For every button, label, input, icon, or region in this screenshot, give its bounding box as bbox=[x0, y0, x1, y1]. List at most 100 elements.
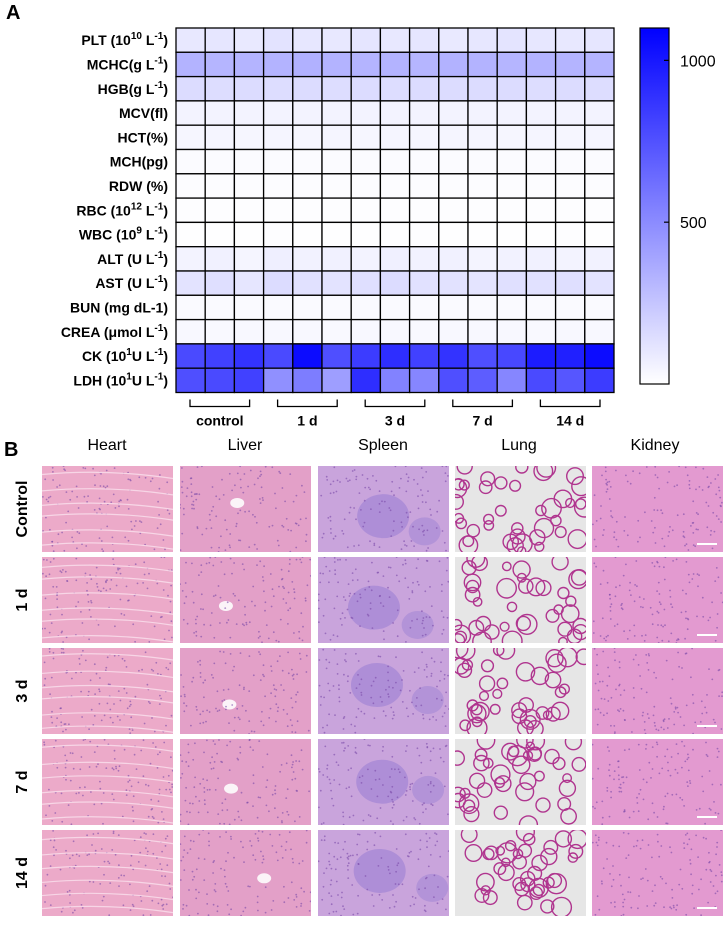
heatmap-cell bbox=[438, 246, 469, 272]
heatmap-cell bbox=[350, 318, 382, 345]
heatmap-cell bbox=[175, 27, 206, 53]
colorbar bbox=[639, 27, 670, 385]
heatmap-cell bbox=[525, 367, 557, 394]
heatmap-cell bbox=[292, 148, 323, 175]
heatmap-cell bbox=[554, 51, 586, 78]
heatmap-cell bbox=[408, 75, 440, 102]
heatmap-cell bbox=[496, 270, 528, 296]
heatmap-cell bbox=[379, 221, 411, 248]
heatmap-cell bbox=[525, 100, 557, 126]
heatmap-cell bbox=[408, 270, 440, 296]
heatmap-cell bbox=[204, 343, 236, 369]
heatmap-cell bbox=[496, 51, 528, 78]
heatmap-cell bbox=[292, 100, 323, 126]
histology-image-kidney-7d bbox=[592, 739, 723, 825]
heatmap-cell bbox=[438, 343, 469, 369]
heatmap-cell bbox=[379, 270, 411, 296]
heatmap-cell bbox=[467, 343, 498, 369]
heatmap-cell bbox=[467, 270, 498, 296]
heatmap-cell bbox=[408, 197, 440, 224]
heatmap-row-label: MCH(pg) bbox=[110, 154, 168, 170]
column-title-spleen: Spleen bbox=[358, 437, 408, 454]
heatmap-cell bbox=[584, 51, 615, 78]
heatmap-cell bbox=[204, 367, 236, 394]
histology-image-lung-1d bbox=[455, 557, 586, 643]
heatmap-cell bbox=[438, 197, 469, 224]
heatmap-cell bbox=[204, 51, 236, 78]
histology-image-spleen-3d bbox=[318, 648, 449, 734]
heatmap-cell bbox=[438, 173, 469, 199]
heatmap-cell bbox=[262, 246, 294, 272]
heatmap-cell bbox=[496, 343, 528, 369]
heatmap-cell bbox=[525, 270, 557, 296]
heatmap-cell bbox=[525, 318, 557, 345]
heatmap-cell bbox=[204, 246, 236, 272]
heatmap-cell bbox=[467, 197, 498, 224]
scale-bar bbox=[697, 725, 717, 727]
heatmap-cell bbox=[321, 197, 352, 224]
group-label: 7 d bbox=[472, 413, 492, 429]
heatmap-cell bbox=[350, 270, 382, 296]
histology-image-lung-7d bbox=[455, 739, 586, 825]
histology-image-lung-control bbox=[455, 466, 586, 552]
column-title-lung: Lung bbox=[501, 437, 537, 454]
histology-image-liver-control bbox=[180, 466, 311, 552]
heatmap-cell bbox=[350, 197, 382, 224]
heatmap-cell bbox=[554, 294, 586, 321]
heatmap-cell bbox=[525, 124, 557, 151]
colorbar-tick-label: 500 bbox=[680, 215, 707, 232]
heatmap-cell bbox=[262, 173, 294, 199]
heatmap-cell bbox=[467, 246, 498, 272]
heatmap-cell bbox=[496, 294, 528, 321]
heatmap-row-label: MCHC(g L-1) bbox=[87, 55, 168, 72]
heatmap-cell bbox=[321, 173, 352, 199]
group-bracket bbox=[539, 399, 601, 408]
heatmap-cell bbox=[379, 343, 411, 369]
heatmap-cell bbox=[438, 75, 469, 102]
heatmap-cell bbox=[496, 246, 528, 272]
scale-bar bbox=[697, 907, 717, 909]
heatmap-cell bbox=[233, 318, 265, 345]
heatmap-cell bbox=[438, 148, 469, 175]
heatmap-cell bbox=[554, 124, 586, 151]
heatmap-cell bbox=[292, 124, 323, 151]
histology-image-heart-7d bbox=[42, 739, 173, 825]
heatmap-cell bbox=[438, 51, 469, 78]
group-label: control bbox=[196, 413, 243, 429]
group-label: 3 d bbox=[385, 413, 405, 429]
heatmap-cell bbox=[350, 173, 382, 199]
heatmap-cell bbox=[233, 367, 265, 394]
histology-image-liver-7d bbox=[180, 739, 311, 825]
histology-image-kidney-3d bbox=[592, 648, 723, 734]
heatmap-cell bbox=[321, 343, 352, 369]
heatmap-cell bbox=[584, 197, 615, 224]
heatmap-cell bbox=[408, 221, 440, 248]
heatmap-cell bbox=[204, 173, 236, 199]
heatmap-cell bbox=[438, 27, 469, 53]
group-label: 1 d bbox=[297, 413, 317, 429]
group-bracket bbox=[452, 399, 514, 408]
histology-image-spleen-7d bbox=[318, 739, 449, 825]
histology-image-spleen-14d bbox=[318, 830, 449, 916]
heatmap-cell bbox=[321, 294, 352, 321]
heatmap-cell bbox=[584, 367, 615, 394]
heatmap-cell bbox=[233, 270, 265, 296]
heatmap-cell bbox=[554, 343, 586, 369]
heatmap-cell bbox=[204, 294, 236, 321]
heatmap-cell bbox=[496, 148, 528, 175]
heatmap-row-label: MCV(fl) bbox=[119, 105, 168, 121]
heatmap-cell bbox=[408, 148, 440, 175]
group-bracket bbox=[276, 399, 338, 408]
heatmap-cell bbox=[554, 75, 586, 102]
heatmap-cell bbox=[350, 75, 382, 102]
heatmap-cell bbox=[233, 173, 265, 199]
heatmap-cell bbox=[408, 27, 440, 53]
heatmap-cell bbox=[496, 124, 528, 151]
heatmap-cell bbox=[321, 221, 352, 248]
heatmap-cell bbox=[584, 221, 615, 248]
heatmap-cell bbox=[350, 51, 382, 78]
heatmap-cell bbox=[554, 367, 586, 394]
panel-b-letter: B bbox=[4, 439, 19, 461]
scale-bar bbox=[697, 816, 717, 818]
heatmap-cell bbox=[584, 124, 615, 151]
